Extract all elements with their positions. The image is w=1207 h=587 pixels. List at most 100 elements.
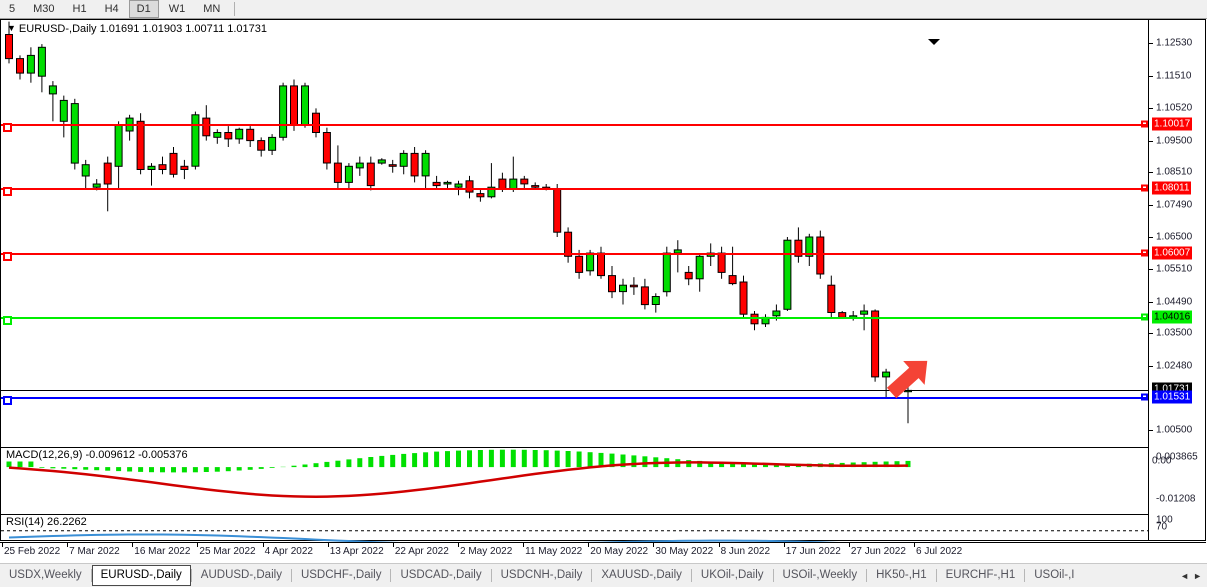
price-level-line-1.06007[interactable] bbox=[1, 251, 1148, 261]
chart-tab-xauusd--daily[interactable]: XAUUSD-,Daily bbox=[601, 569, 682, 581]
date-axis-label: 8 Jun 2022 bbox=[720, 546, 771, 557]
tab-divider bbox=[190, 569, 192, 582]
price-pane[interactable]: ▼ EURUSD-,Daily 1.01691 1.01903 1.00711 1… bbox=[1, 20, 1148, 446]
chart-tab-usdcnh--daily[interactable]: USDCNH-,Daily bbox=[500, 569, 583, 581]
chart-tab-bar: USDX,Weekly EURUSD-,Daily AUDUSD-,Daily USD… bbox=[0, 563, 1207, 587]
macd-axis-label-0.00: 0.00 bbox=[1152, 455, 1172, 467]
price-tag-1.08011[interactable]: 1.08011 bbox=[1152, 181, 1192, 195]
date-axis[interactable]: 25 Feb 2022 7 Mar 2022 16 Mar 2022 25 Mar 2… bbox=[0, 542, 1206, 562]
tab-scroll-right-icon[interactable]: ► bbox=[1193, 570, 1202, 581]
timeframe-button-5[interactable]: 5 bbox=[9, 3, 16, 15]
date-axis-label: 20 May 2022 bbox=[590, 546, 649, 557]
price-axis-label-1.09500: 1.09500 bbox=[1156, 135, 1193, 147]
date-tick bbox=[588, 543, 590, 547]
date-axis-label: 27 Jun 2022 bbox=[850, 546, 906, 557]
level-handle[interactable] bbox=[3, 122, 12, 132]
price-level-line-1.08011[interactable] bbox=[1, 187, 1148, 197]
tab-divider bbox=[772, 569, 774, 582]
price-axis[interactable]: 1.12530 1.11510 1.10520 1.09500 1.08510 1.074… bbox=[1141, 20, 1205, 561]
price-level-line-1.10017[interactable] bbox=[1, 122, 1148, 132]
axis-tick bbox=[1149, 140, 1153, 142]
date-axis-label: 30 May 2022 bbox=[655, 546, 714, 557]
macd-axis-label--0.01208: -0.01208 bbox=[1156, 493, 1196, 505]
date-tick bbox=[718, 543, 720, 547]
chart-tab-usdcad--daily[interactable]: USDCAD-,Daily bbox=[400, 569, 482, 581]
triangle-down-icon[interactable]: ▼ bbox=[7, 23, 16, 33]
price-axis-label-1.03500: 1.03500 bbox=[1156, 327, 1193, 339]
price-tag-1.10017[interactable]: 1.10017 bbox=[1152, 117, 1193, 131]
chart-tab-usoil--weekly[interactable]: USOil-,Weekly bbox=[782, 569, 858, 581]
date-tick bbox=[848, 543, 850, 547]
tab-scroll-left-icon[interactable]: ◄ bbox=[1180, 570, 1190, 581]
timeframe-button-h1[interactable]: H1 bbox=[72, 3, 87, 15]
price-axis-label-1.00500: 1.00500 bbox=[1156, 424, 1193, 436]
chart-tab-usdx-weekly[interactable]: USDX,Weekly bbox=[9, 569, 82, 581]
date-tick bbox=[197, 543, 199, 547]
axis-tick bbox=[1149, 333, 1153, 335]
level-handle[interactable] bbox=[3, 187, 12, 197]
tab-divider bbox=[866, 569, 868, 582]
timeframe-button-m30[interactable]: M30 bbox=[33, 3, 55, 15]
macd-label: MACD(12,26,9) -0.009612 -0.005376 bbox=[6, 449, 188, 461]
level-handle[interactable] bbox=[3, 251, 12, 261]
date-tick bbox=[392, 543, 394, 547]
candlestick-series bbox=[5, 21, 912, 424]
timeframe-button-h4[interactable]: H4 bbox=[104, 3, 119, 15]
axis-tick bbox=[1149, 107, 1153, 109]
timeframe-button-d1[interactable]: D1 bbox=[128, 0, 159, 18]
toolbar-divider bbox=[234, 2, 236, 16]
macd-axis-label-0.003865: 0.003865 bbox=[1156, 451, 1198, 463]
price-axis-label-1.02480: 1.02480 bbox=[1156, 360, 1193, 372]
date-tick bbox=[132, 543, 134, 547]
axis-tick bbox=[1149, 366, 1153, 368]
chart-tab-usoil--i[interactable]: USOil-,I bbox=[1034, 569, 1075, 581]
price-axis-label-1.11510: 1.11510 bbox=[1156, 70, 1192, 82]
price-level-line-1.01531[interactable] bbox=[1, 395, 1148, 405]
price-axis-label-1.08510: 1.08510 bbox=[1156, 166, 1193, 178]
timeframe-toolbar: 5 M30 H1 H4 D1 W1 MN bbox=[0, 0, 1207, 19]
chart-tab-hk50--h1[interactable]: HK50-,H1 bbox=[876, 569, 927, 581]
price-tag-1.01531[interactable]: 1.01531 bbox=[1152, 390, 1193, 404]
tab-divider bbox=[490, 569, 492, 582]
chart-tab-usdchf--daily[interactable]: USDCHF-,Daily bbox=[300, 569, 382, 581]
date-axis-label: 11 May 2022 bbox=[525, 546, 583, 557]
price-level-line-1.01731 bbox=[1, 390, 1148, 392]
chart-frame: ▼ EURUSD-,Daily 1.01691 1.01903 1.00711 1… bbox=[0, 19, 1206, 561]
timeframe-button-w1[interactable]: W1 bbox=[168, 3, 186, 15]
chart-tab-ukoil--daily[interactable]: UKOil-,Daily bbox=[700, 569, 764, 581]
timeframe-button-mn[interactable]: MN bbox=[203, 3, 221, 15]
axis-tick bbox=[1149, 75, 1153, 77]
axis-tick bbox=[1149, 301, 1153, 303]
date-axis-label: 13 Apr 2022 bbox=[329, 546, 384, 557]
price-tag-1.06007[interactable]: 1.06007 bbox=[1152, 246, 1193, 260]
arrow-annotation[interactable] bbox=[1, 20, 1148, 446]
chart-tab-eurusd--daily[interactable]: EURUSD-,Daily bbox=[91, 565, 191, 586]
date-axis-label: 7 Mar 2022 bbox=[69, 546, 120, 557]
level-handle[interactable] bbox=[3, 315, 12, 325]
price-tag-1.04016[interactable]: 1.04016 bbox=[1152, 310, 1193, 324]
tab-scroll-controls[interactable]: ◄ ► bbox=[1178, 571, 1207, 581]
price-axis-label-1.12530: 1.12530 bbox=[1156, 37, 1193, 49]
macd-series bbox=[6, 449, 911, 498]
tab-divider bbox=[390, 569, 392, 582]
date-tick bbox=[67, 543, 69, 547]
macd-pane[interactable]: MACD(12,26,9) -0.009612 -0.005376 bbox=[1, 447, 1148, 514]
date-axis-label: 17 Jun 2022 bbox=[785, 546, 841, 557]
axis-tick bbox=[1149, 268, 1153, 270]
rsi-label: RSI(14) 26.2262 bbox=[6, 516, 87, 528]
price-axis-label-1.07490: 1.07490 bbox=[1156, 199, 1193, 211]
date-tick bbox=[262, 543, 264, 547]
axis-tick bbox=[1149, 237, 1153, 239]
tab-divider bbox=[935, 569, 937, 582]
date-axis-label: 2 May 2022 bbox=[460, 546, 513, 557]
date-axis-label: 25 Mar 2022 bbox=[199, 546, 256, 557]
axis-tick bbox=[1149, 429, 1153, 431]
date-axis-label: 6 Jul 2022 bbox=[916, 546, 963, 557]
price-level-line-1.04016[interactable] bbox=[1, 315, 1148, 325]
chart-tab-audusd--daily[interactable]: AUDUSD-,Daily bbox=[200, 569, 282, 581]
rsi-axis-label-100: 100 bbox=[1156, 514, 1173, 526]
chart-top-marker-icon bbox=[928, 39, 940, 45]
chart-tab-eurchf--h1[interactable]: EURCHF-,H1 bbox=[945, 569, 1016, 581]
tab-divider bbox=[690, 569, 692, 582]
level-handle[interactable] bbox=[3, 395, 12, 405]
